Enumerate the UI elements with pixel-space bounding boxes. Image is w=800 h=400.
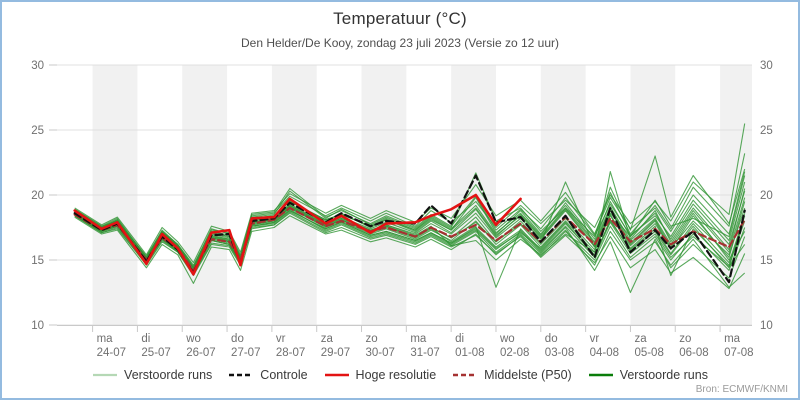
ensemble-run-line	[74, 211, 746, 288]
x-tick-date-label: 07-08	[724, 347, 753, 359]
legend-item: Verstoorde runs	[92, 368, 212, 382]
x-tick-date-label: 29-07	[321, 347, 350, 359]
x-tick-day-label: do	[231, 333, 244, 345]
x-tick-day-label: wo	[185, 333, 201, 345]
x-tick-date-label: 03-08	[545, 347, 574, 359]
hoge-resolutie-line	[73, 193, 522, 276]
x-tick-day-label: do	[545, 333, 558, 345]
x-tick-date-label: 02-08	[500, 347, 529, 359]
legend-item: Verstoorde runs	[588, 368, 708, 382]
y-tick-label-left: 20	[31, 190, 44, 202]
legend-item: Controle	[228, 368, 308, 382]
x-tick-day-label: ma	[410, 333, 427, 345]
legend-item: Middelste (P50)	[452, 368, 572, 382]
x-tick-day-label: za	[634, 333, 647, 345]
x-tick-day-label: vr	[276, 333, 286, 345]
legend-swatch-line	[453, 373, 478, 377]
legend-swatch-line	[93, 373, 118, 377]
legend-swatch-line	[588, 373, 613, 377]
legend-swatch-line	[324, 373, 349, 377]
x-tick-day-label: ma	[724, 333, 741, 345]
legend-label: Hoge resolutie	[355, 368, 437, 382]
y-tick-label-left: 10	[31, 320, 44, 332]
legend-item: Hoge resolutie	[324, 368, 437, 382]
x-tick-date-label: 01-08	[455, 347, 484, 359]
ensemble-run-line	[74, 215, 746, 284]
chart-title: Temperatuur (°C)	[333, 9, 467, 28]
x-tick-day-label: za	[321, 333, 334, 345]
legend-label: Verstoorde runs	[124, 368, 213, 382]
x-tick-date-label: 26-07	[186, 347, 215, 359]
x-tick-date-label: 05-08	[634, 347, 663, 359]
x-tick-day-label: zo	[366, 333, 378, 345]
x-tick-date-label: 06-08	[679, 347, 708, 359]
ensemble-run-line	[74, 153, 746, 266]
x-tick-date-label: 30-07	[366, 347, 395, 359]
x-tick-date-label: 31-07	[410, 347, 439, 359]
x-tick-date-label: 28-07	[276, 347, 305, 359]
y-tick-label-left: 25	[31, 125, 44, 137]
y-tick-label-left: 15	[31, 255, 44, 267]
ensemble-run-line	[74, 200, 746, 269]
y-tick-label-right: 25	[760, 125, 773, 137]
x-tick-day-label: di	[141, 333, 150, 345]
x-tick-day-label: di	[455, 333, 464, 345]
x-tick-day-label: ma	[97, 333, 114, 345]
x-tick-date-label: 04-08	[590, 347, 619, 359]
legend-label: Middelste (P50)	[484, 368, 572, 382]
y-tick-label-right: 20	[760, 190, 773, 202]
y-tick-label-right: 15	[760, 255, 773, 267]
y-tick-label-right: 10	[760, 320, 773, 332]
chart-legend: Verstoorde runs Controle Hoge resolutie Mid…	[2, 368, 798, 382]
x-tick-day-label: zo	[679, 333, 691, 345]
source-credit: Bron: ECMWF/KNMI	[695, 384, 788, 395]
chart-subtitle: Den Helder/De Kooy, zondag 23 juli 2023 …	[241, 36, 559, 50]
x-tick-date-label: 24-07	[97, 347, 126, 359]
legend-label: Verstoorde runs	[619, 368, 708, 382]
x-tick-day-label: wo	[499, 333, 515, 345]
y-tick-label-left: 30	[31, 60, 44, 72]
x-tick-date-label: 27-07	[231, 347, 260, 359]
x-tick-date-label: 25-07	[141, 347, 170, 359]
legend-swatch-line	[229, 373, 254, 377]
legend-label: Controle	[260, 368, 308, 382]
y-tick-label-right: 30	[760, 60, 773, 72]
x-tick-day-label: vr	[590, 333, 600, 345]
